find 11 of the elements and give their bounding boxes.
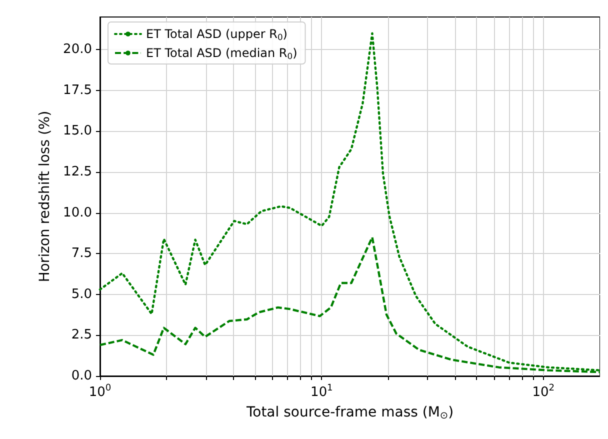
x-axis-title: Total source-frame mass (M⊙) xyxy=(245,404,454,422)
y-tick-label: 15.0 xyxy=(63,124,92,139)
y-tick-label: 0.0 xyxy=(71,368,92,384)
y-tick-label: 12.5 xyxy=(63,164,92,180)
y-tick-label: 5.0 xyxy=(71,286,92,302)
y-tick-label: 20.0 xyxy=(63,42,92,58)
y-axis-title: Horizon redshift loss (%) xyxy=(37,110,53,282)
y-tick-label: 17.5 xyxy=(63,82,92,98)
y-tick-label: 7.5 xyxy=(71,246,92,262)
y-tick-label: 2.5 xyxy=(71,328,92,343)
y-tick-label: 10.0 xyxy=(63,205,92,220)
